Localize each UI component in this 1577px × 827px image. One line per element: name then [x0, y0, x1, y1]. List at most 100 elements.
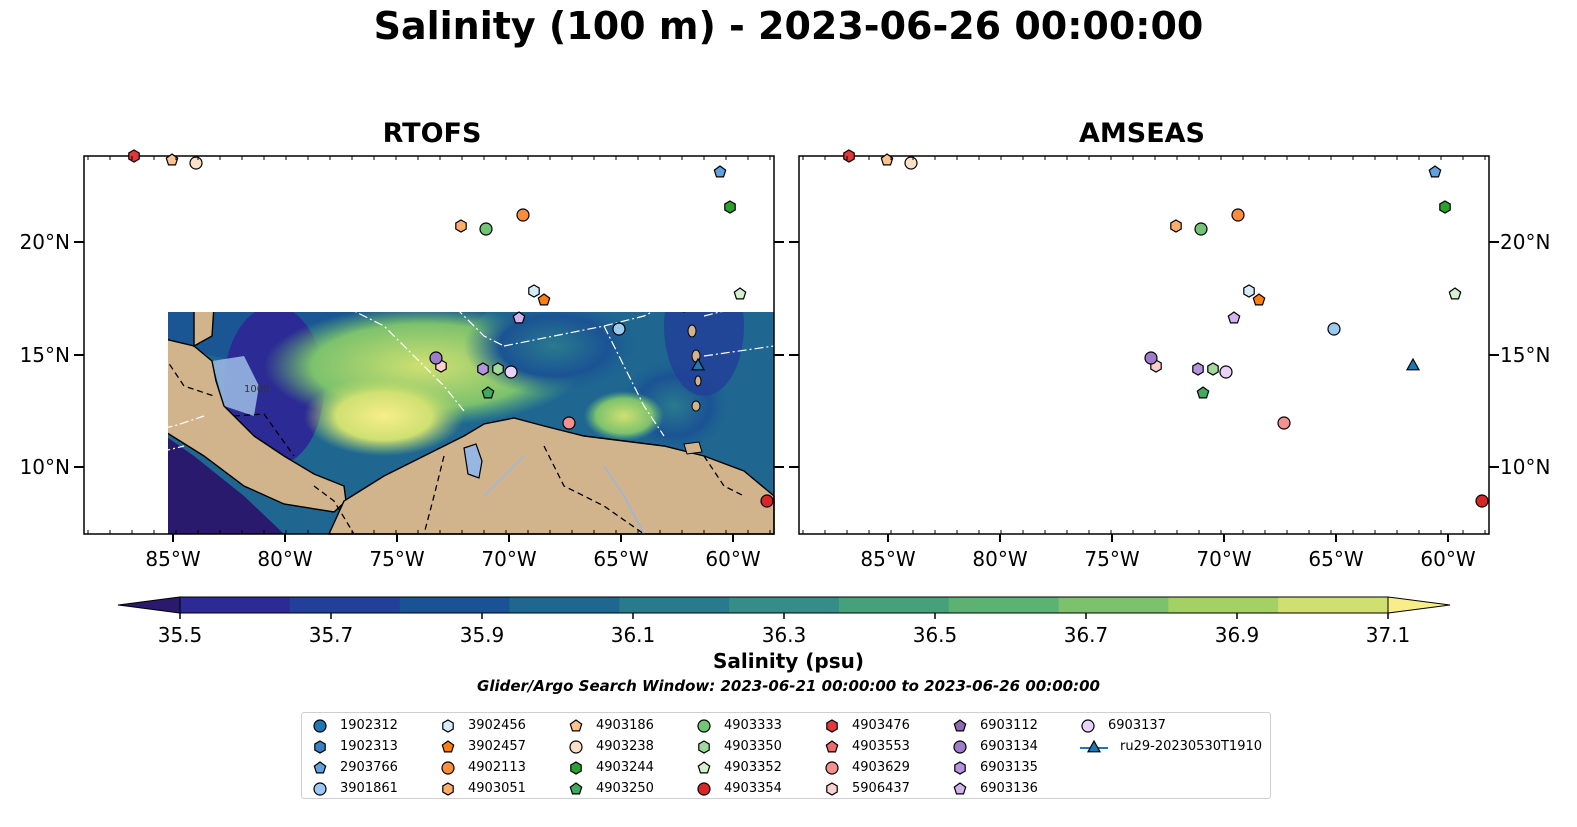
legend-item: 4902113 [440, 757, 526, 778]
legend-marker-icon [953, 718, 967, 731]
legend-item: 1902313 [312, 736, 398, 757]
colorbar: 35.5 35.7 35.9 36.1 36.3 36.5 36.7 36.9 37.1 [117, 596, 1451, 647]
isobath-label: 1000 [959, 384, 984, 395]
float-marker-6903134 [429, 351, 443, 365]
colorbar-segment [1168, 597, 1279, 613]
legend-item: 6903112 [952, 715, 1038, 736]
legend-label: 4903244 [596, 760, 654, 775]
legend-marker-icon [826, 718, 838, 733]
legend-marker-icon [569, 781, 583, 794]
legend-label: 6903136 [980, 781, 1038, 796]
float-marker-4903333 [1194, 222, 1208, 236]
map-axes: 20°N 20°N 15°N 15°N 10°N 10°N 85°W 80°W 75°W 70°W… [20, 156, 1550, 571]
float-marker-6903134 [1144, 351, 1158, 365]
lon-label: 60°W [1420, 547, 1475, 571]
lat-label-right: 10°N [1500, 455, 1550, 479]
lon-label: 65°W [593, 547, 648, 571]
lon-label: 65°W [1308, 547, 1363, 571]
legend-label: ru29-20230530T1910 [1120, 739, 1263, 754]
float-marker-4903051 [1170, 219, 1182, 233]
legend-marker-icon [313, 718, 327, 733]
legend-marker-icon [442, 718, 454, 733]
legend-label: 3902457 [468, 739, 526, 754]
float-marker-4903238 [904, 156, 918, 170]
lat-label-right: 20°N [1500, 230, 1550, 254]
colorbar-tick-label: 36.5 [913, 623, 958, 647]
float-marker-3901861 [1327, 322, 1341, 336]
float-marker-4903250 [1196, 386, 1210, 399]
legend-item: 4903476 [824, 715, 910, 736]
colorbar-extend-low [117, 596, 181, 614]
lon-label: 85°W [145, 547, 200, 571]
lat-label-left: 15°N [20, 343, 70, 367]
float-marker-4903350 [492, 362, 504, 376]
legend-label: 4903352 [724, 760, 782, 775]
float-marker-4903051 [455, 219, 467, 233]
legend-marker-icon [569, 718, 583, 731]
legend-label: 3902456 [468, 718, 526, 733]
float-marker-3902456 [1243, 284, 1255, 298]
colorbar-segment [1058, 597, 1169, 613]
panel-title-amseas: AMSEAS [1079, 118, 1205, 149]
legend-label: 4903250 [596, 781, 654, 796]
legend-item: 3901861 [312, 778, 398, 799]
legend-marker-icon [697, 718, 711, 733]
float-marker-4903629 [1277, 416, 1291, 430]
legend-marker-icon [313, 760, 327, 773]
legend-item: 4903629 [824, 757, 910, 778]
legend-marker-icon [825, 739, 839, 752]
float-marker-3902456 [528, 284, 540, 298]
legend-item: 4903352 [696, 757, 782, 778]
float-marker-4903186 [880, 153, 894, 166]
colorbar-segment [1278, 597, 1389, 613]
float-marker-6903137 [1219, 365, 1233, 379]
float-marker-4903476 [843, 149, 855, 163]
legend-marker-icon [954, 760, 966, 775]
colorbar-segment [509, 597, 620, 613]
legend-item: 4903051 [440, 778, 526, 799]
colorbar-segment [948, 597, 1060, 613]
float-marker-2903766 [713, 165, 727, 178]
colorbar-segment [619, 597, 730, 613]
lat-label-left: 20°N [20, 230, 70, 254]
colorbar-tick-label: 36.9 [1215, 623, 1260, 647]
legend-marker-icon [1080, 739, 1108, 752]
float-marker-4903354 [1475, 494, 1489, 508]
colorbar-label: Salinity (psu) [712, 649, 864, 673]
colorbar-tick-label: 37.1 [1366, 623, 1411, 647]
colorbar-tick-label: 35.9 [460, 623, 505, 647]
float-marker-6903135 [477, 362, 489, 376]
float-marker-4903250 [481, 386, 495, 399]
legend-item: 5906437 [824, 778, 910, 799]
lon-label: 80°W [972, 547, 1027, 571]
colorbar-segment [180, 597, 291, 613]
lon-label: 75°W [369, 547, 424, 571]
legend-label: 4903238 [596, 739, 654, 754]
legend: 1902312 1902313 2903766 3901861 3902456 39024… [301, 712, 1271, 799]
float-markers-rtofs [128, 149, 774, 508]
legend-marker-icon [442, 781, 454, 796]
legend-label: 4903553 [852, 739, 910, 754]
float-marker-6903135 [1192, 362, 1204, 376]
legend-marker-icon [569, 739, 583, 754]
float-marker-4903629 [562, 416, 576, 430]
legend-item: 4903333 [696, 715, 782, 736]
legend-label: 4903333 [724, 718, 782, 733]
float-marker-4903244 [724, 200, 736, 214]
search-window-text: Glider/Argo Search Window: 2023-06-21 00… [477, 677, 1100, 695]
legend-item: ru29-20230530T1910 [1080, 736, 1262, 757]
legend-label: 4903186 [596, 718, 654, 733]
legend-item: 4903238 [568, 736, 654, 757]
legend-item: 4903354 [696, 778, 782, 799]
legend-label: 6903135 [980, 760, 1038, 775]
legend-label: 4903350 [724, 739, 782, 754]
legend-marker-icon [826, 781, 838, 796]
float-marker-4903352 [1448, 287, 1462, 300]
float-marker-3902457 [537, 293, 551, 306]
float-marker-4903476 [128, 149, 140, 163]
float-marker-4903238 [189, 156, 203, 170]
colorbar-segment [729, 597, 840, 613]
float-marker-6903136 [512, 311, 526, 324]
panel-title-rtofs: RTOFS [382, 118, 482, 149]
